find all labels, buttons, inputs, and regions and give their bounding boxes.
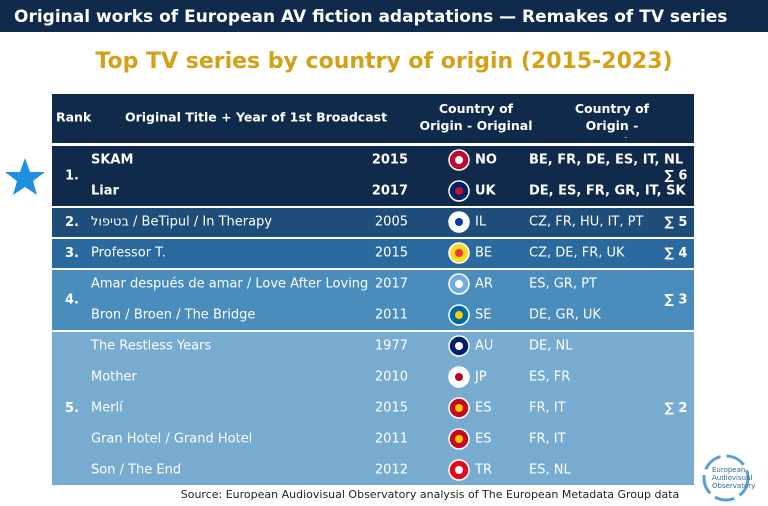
remake-count: ∑ 4	[665, 246, 688, 261]
country-code: BE	[475, 246, 492, 261]
country-code: IL	[475, 215, 487, 230]
logo-text: European	[712, 466, 745, 474]
flag-icon	[455, 466, 463, 474]
country-code: UK	[475, 184, 497, 199]
rank: 1.	[65, 169, 79, 184]
year: 2015	[375, 246, 408, 261]
remakes: DE, GR, UK	[529, 308, 601, 323]
rank: 2.	[65, 215, 79, 230]
year: 2011	[375, 308, 408, 323]
flag-icon	[455, 249, 463, 257]
title: The Restless Years	[90, 339, 211, 354]
row-group	[52, 270, 694, 330]
title: Merlí	[91, 401, 123, 416]
rank: 4.	[65, 293, 79, 308]
remakes: DE, ES, FR, GR, IT, SK	[529, 184, 687, 199]
column-header-text: Country of Origin - Original	[419, 101, 533, 133]
flag-icon	[455, 218, 463, 226]
year: 2010	[375, 370, 408, 385]
title: Bron / Broen / The Bridge	[91, 308, 255, 323]
remake-count: ∑ 6	[665, 169, 688, 184]
rank: 5.	[65, 401, 79, 416]
flag-icon	[455, 187, 463, 195]
remakes: CZ, FR, HU, IT, PT	[529, 215, 643, 230]
table-header	[52, 94, 694, 143]
flag-icon	[455, 311, 463, 319]
country-code: ES	[475, 401, 491, 416]
country-code: AR	[475, 277, 493, 292]
title: Liar	[91, 184, 120, 199]
star-icon	[5, 158, 45, 195]
title: Gran Hotel / Grand Hotel	[91, 432, 252, 447]
flag-icon	[455, 342, 463, 350]
remakes: ES, GR, PT	[529, 277, 597, 292]
header-title: Original works of European AV fiction ad…	[14, 7, 727, 27]
remake-count: ∑ 2	[665, 401, 688, 416]
flag-icon	[455, 435, 463, 443]
rank: 3.	[65, 246, 79, 261]
title: בטיפול / BeTipul / In Therapy	[91, 215, 272, 230]
row-group	[52, 208, 694, 237]
subtitle: Top TV series by country of origin (2015…	[95, 49, 672, 74]
column-header: Original Title + Year of 1st Broadcast	[125, 110, 387, 125]
logo-text: Observatory	[712, 482, 755, 490]
title: Mother	[91, 370, 138, 385]
flag-icon	[455, 280, 463, 288]
title: Professor T.	[91, 246, 166, 261]
header-bar	[0, 0, 768, 32]
row-group	[52, 332, 694, 485]
flag-icon	[455, 373, 463, 381]
year: 2015	[372, 153, 408, 168]
year: 2011	[375, 432, 408, 447]
column-header-text: Country of Origin - Remake	[574, 101, 650, 138]
year: 2015	[375, 401, 408, 416]
country-code: AU	[475, 339, 493, 354]
country-code: JP	[474, 370, 487, 385]
column-header: Country of Origin - Remake	[574, 101, 650, 138]
year: 2005	[375, 215, 408, 230]
country-code: ES	[475, 432, 491, 447]
year: 2017	[375, 277, 408, 292]
source-note: Source: European Audiovisual Observatory…	[181, 488, 680, 501]
title: Son / The End	[91, 463, 181, 478]
remakes: BE, FR, DE, ES, IT, NL	[529, 153, 683, 168]
logo-text: Audiovisual	[712, 474, 752, 482]
remakes: ES, NL	[529, 463, 571, 478]
remake-count: ∑ 5	[665, 215, 688, 230]
country-code: TR	[474, 463, 492, 478]
title: Amar después de amar / Love After Loving	[91, 277, 368, 292]
year: 2017	[372, 184, 408, 199]
year: 2012	[375, 463, 408, 478]
row-group	[52, 146, 694, 206]
logo-icon	[702, 454, 750, 502]
remakes: ES, FR	[529, 370, 570, 385]
column-header: Country of Origin - Original	[419, 101, 533, 133]
remakes: FR, IT	[529, 401, 566, 416]
flag-icon	[455, 156, 463, 164]
row-group	[52, 239, 694, 268]
remake-count: ∑ 3	[665, 293, 688, 308]
remakes: FR, IT	[529, 432, 566, 447]
country-code: SE	[475, 308, 491, 323]
year: 1977	[375, 339, 408, 354]
column-header: Rank	[56, 110, 92, 125]
country-code: NO	[475, 153, 497, 168]
remakes: CZ, DE, FR, UK	[529, 246, 625, 261]
remakes: DE, NL	[529, 339, 573, 354]
title: SKAM	[91, 153, 133, 168]
flag-icon	[455, 404, 463, 412]
